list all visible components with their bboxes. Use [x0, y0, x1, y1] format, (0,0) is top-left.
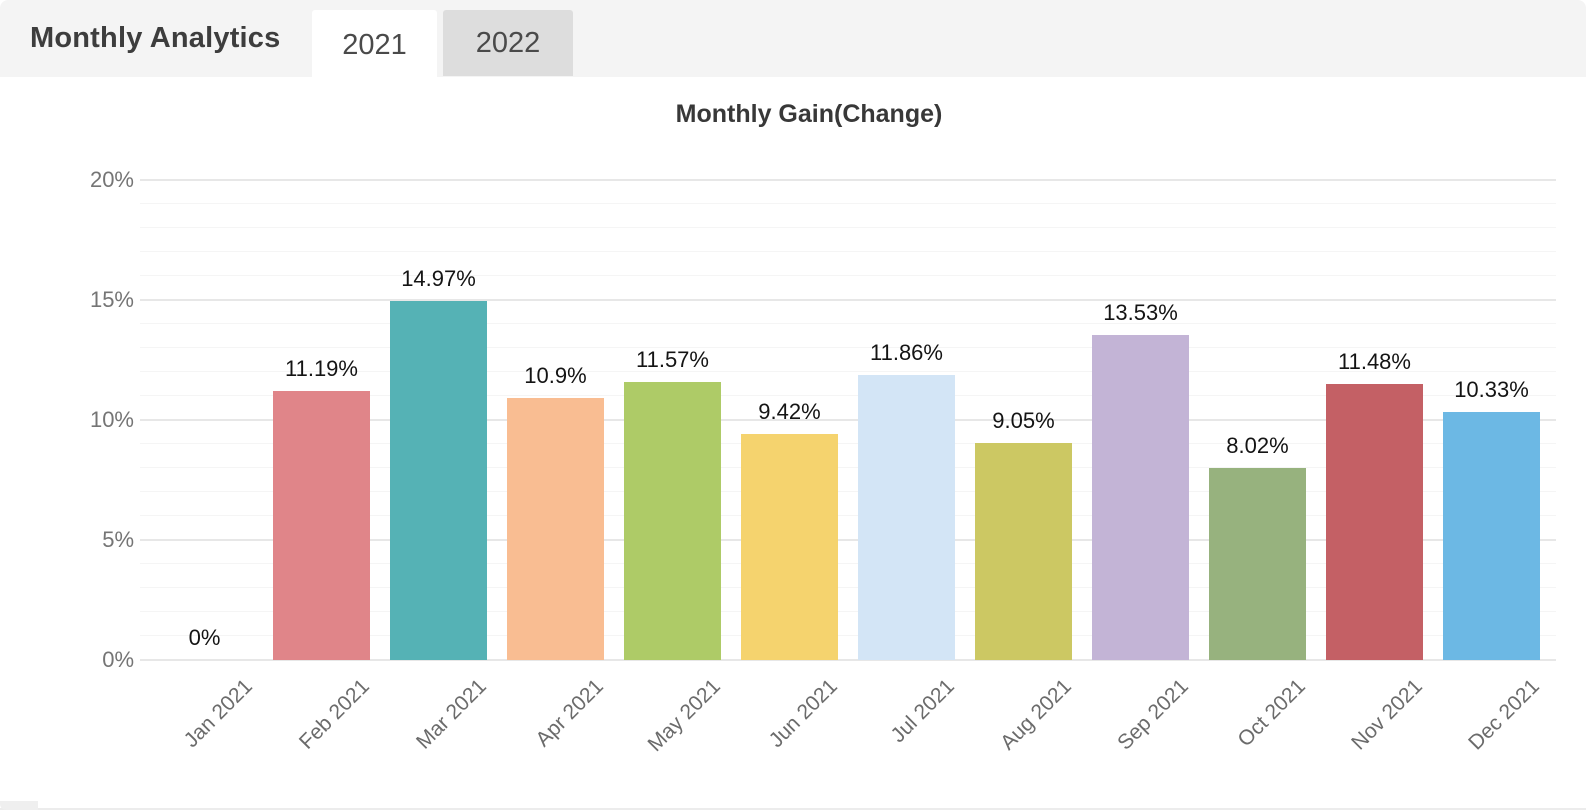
- bar-value-label: 14.97%: [401, 265, 476, 291]
- x-axis-label: Feb 2021: [294, 674, 374, 754]
- gridline-major: [140, 419, 1556, 421]
- card-title: Monthly Analytics: [30, 22, 281, 54]
- gridline-minor: [140, 251, 1556, 252]
- bar-sep-2021[interactable]: [1092, 335, 1189, 660]
- x-axis-label: Dec 2021: [1463, 674, 1544, 755]
- tab-2021[interactable]: 2021: [312, 10, 437, 80]
- y-axis-tick-label: 15%: [89, 287, 134, 312]
- gridline-minor: [140, 371, 1556, 372]
- bar-value-label: 9.05%: [992, 407, 1055, 433]
- gridline-minor: [140, 515, 1556, 516]
- gridline-major: [140, 659, 1556, 661]
- y-axis-tick-label: 20%: [89, 167, 134, 192]
- gridline-minor: [140, 395, 1556, 396]
- x-axis-label: May 2021: [642, 674, 725, 757]
- x-axis-label: Jul 2021: [886, 674, 959, 748]
- x-axis-label: Oct 2021: [1232, 674, 1310, 752]
- y-axis-tick-label: 10%: [89, 407, 134, 432]
- gridline-minor: [140, 227, 1556, 228]
- bar-apr-2021[interactable]: [507, 398, 604, 660]
- bar-value-label: 11.48%: [1338, 349, 1411, 375]
- y-axis-tick-label: 5%: [102, 527, 134, 552]
- bar-jul-2021[interactable]: [858, 375, 955, 660]
- bar-mar-2021[interactable]: [390, 300, 487, 660]
- bar-nov-2021[interactable]: [1326, 384, 1423, 660]
- x-axis-label: Mar 2021: [411, 674, 491, 754]
- gridline-minor: [140, 611, 1556, 612]
- bar-value-label: 10.9%: [524, 363, 587, 389]
- bar-value-label: 8.02%: [1226, 432, 1289, 458]
- gridline-minor: [140, 323, 1556, 324]
- bar-value-label: 0%: [188, 625, 221, 650]
- x-axis-label: Jun 2021: [764, 674, 842, 753]
- bar-dec-2021[interactable]: [1443, 412, 1540, 660]
- chart-title: Monthly Gain(Change): [675, 100, 943, 128]
- gridline-major: [140, 539, 1556, 541]
- bar-value-label: 11.86%: [870, 340, 943, 366]
- x-axis-label: Nov 2021: [1346, 674, 1427, 755]
- bar-value-label: 9.42%: [758, 398, 821, 424]
- bar-value-label: 13.53%: [1103, 300, 1178, 326]
- gridline-minor: [140, 275, 1556, 276]
- gridline-major: [140, 299, 1556, 301]
- bar-aug-2021[interactable]: [975, 442, 1072, 660]
- gridline-minor: [140, 467, 1556, 468]
- y-axis-tick-label: 0%: [102, 647, 134, 672]
- bar-feb-2021[interactable]: [273, 391, 370, 660]
- bar-may-2021[interactable]: [624, 382, 721, 660]
- gridline-minor: [140, 563, 1556, 564]
- bar-value-label: 10.33%: [1454, 377, 1529, 403]
- card-bottom-left-corner: [0, 801, 38, 810]
- card-bottom-border: [0, 808, 1586, 810]
- x-axis-label: Apr 2021: [530, 674, 608, 752]
- bar-value-label: 11.19%: [285, 356, 358, 382]
- x-axis-label: Jan 2021: [179, 674, 257, 753]
- bar-jun-2021[interactable]: [741, 433, 838, 660]
- x-axis-label: Sep 2021: [1112, 674, 1193, 755]
- gridline-minor: [140, 443, 1556, 444]
- gridline-minor: [140, 635, 1556, 636]
- gridline-minor: [140, 347, 1556, 348]
- bar-value-label: 11.57%: [636, 347, 709, 373]
- card-header: Monthly Analytics 2021 2022: [0, 0, 1586, 80]
- gridline-minor: [140, 587, 1556, 588]
- bar-oct-2021[interactable]: [1209, 467, 1306, 660]
- gridline-major: [140, 179, 1556, 181]
- gridline-minor: [140, 203, 1556, 204]
- tab-2022[interactable]: 2022: [443, 10, 573, 76]
- x-axis-label: Aug 2021: [995, 674, 1076, 755]
- gridline-minor: [140, 491, 1556, 492]
